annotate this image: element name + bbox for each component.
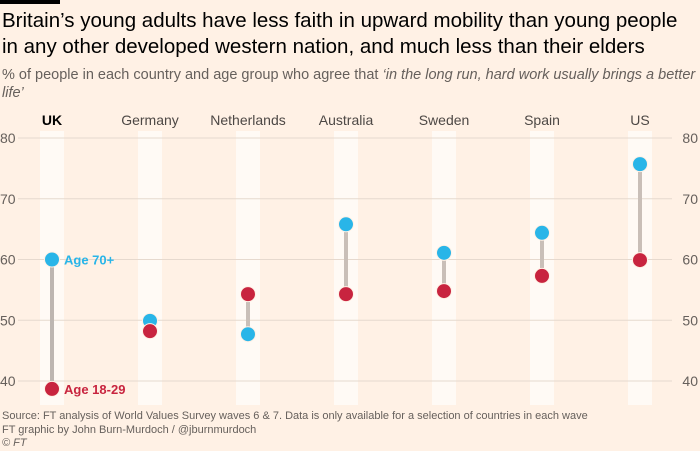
chart-subtitle: % of people in each country and age grou…: [2, 66, 698, 102]
ft-brand-bar: [0, 0, 60, 4]
dot-age-70-plus-australia: [338, 216, 354, 233]
dot-age-70-plus-netherlands: [240, 326, 256, 343]
dot-age-70-plus-sweden: [436, 244, 452, 261]
dot-age-70-plus-us: [632, 156, 648, 173]
y-tick-left-70: 70: [0, 191, 16, 207]
dot-age-18-29-uk: [44, 380, 60, 397]
source-note: Source: FT analysis of World Values Surv…: [2, 410, 588, 422]
dot-age-18-29-netherlands: [240, 286, 256, 303]
y-tick-left-60: 60: [0, 252, 16, 268]
y-tick-right-40: 40: [682, 373, 698, 389]
dot-age-18-29-germany: [142, 323, 158, 340]
column-band-netherlands: [236, 131, 260, 405]
y-tick-right-70: 70: [682, 191, 698, 207]
legend-label-age-18-29: Age 18-29: [64, 382, 125, 397]
dot-age-18-29-sweden: [436, 283, 452, 300]
y-tick-left-80: 80: [0, 130, 16, 146]
footer: Source: FT analysis of World Values Surv…: [2, 410, 588, 451]
y-tick-right-80: 80: [682, 130, 698, 146]
dot-age-18-29-us: [632, 252, 648, 269]
category-label-sweden: Sweden: [419, 112, 470, 128]
y-tick-right-50: 50: [682, 312, 698, 328]
category-label-uk: UK: [42, 112, 62, 128]
category-label-germany: Germany: [121, 112, 179, 128]
category-label-netherlands: Netherlands: [210, 112, 286, 128]
subtitle-quote: ‘in the long run, hard work usually brin…: [2, 67, 696, 101]
category-label-australia: Australia: [319, 112, 374, 128]
y-tick-left-40: 40: [0, 373, 16, 389]
credit-note: FT graphic by John Burn-Murdoch / @jburn…: [2, 423, 257, 436]
dot-age-70-plus-uk: [44, 251, 60, 268]
dot-age-18-29-australia: [338, 286, 354, 303]
dot-age-70-plus-spain: [534, 224, 550, 241]
copyright: © FT: [2, 437, 27, 449]
subtitle-prefix: % of people in each country and age grou…: [2, 67, 383, 83]
legend-label-age-70-plus: Age 70+: [64, 253, 115, 268]
category-label-us: US: [630, 112, 649, 128]
y-tick-left-50: 50: [0, 312, 16, 328]
column-band-germany: [138, 131, 162, 405]
category-label-spain: Spain: [524, 112, 560, 128]
chart-title: Britain’s young adults have less faith i…: [2, 9, 678, 58]
y-tick-right-60: 60: [682, 252, 698, 268]
dot-age-18-29-spain: [534, 267, 550, 284]
